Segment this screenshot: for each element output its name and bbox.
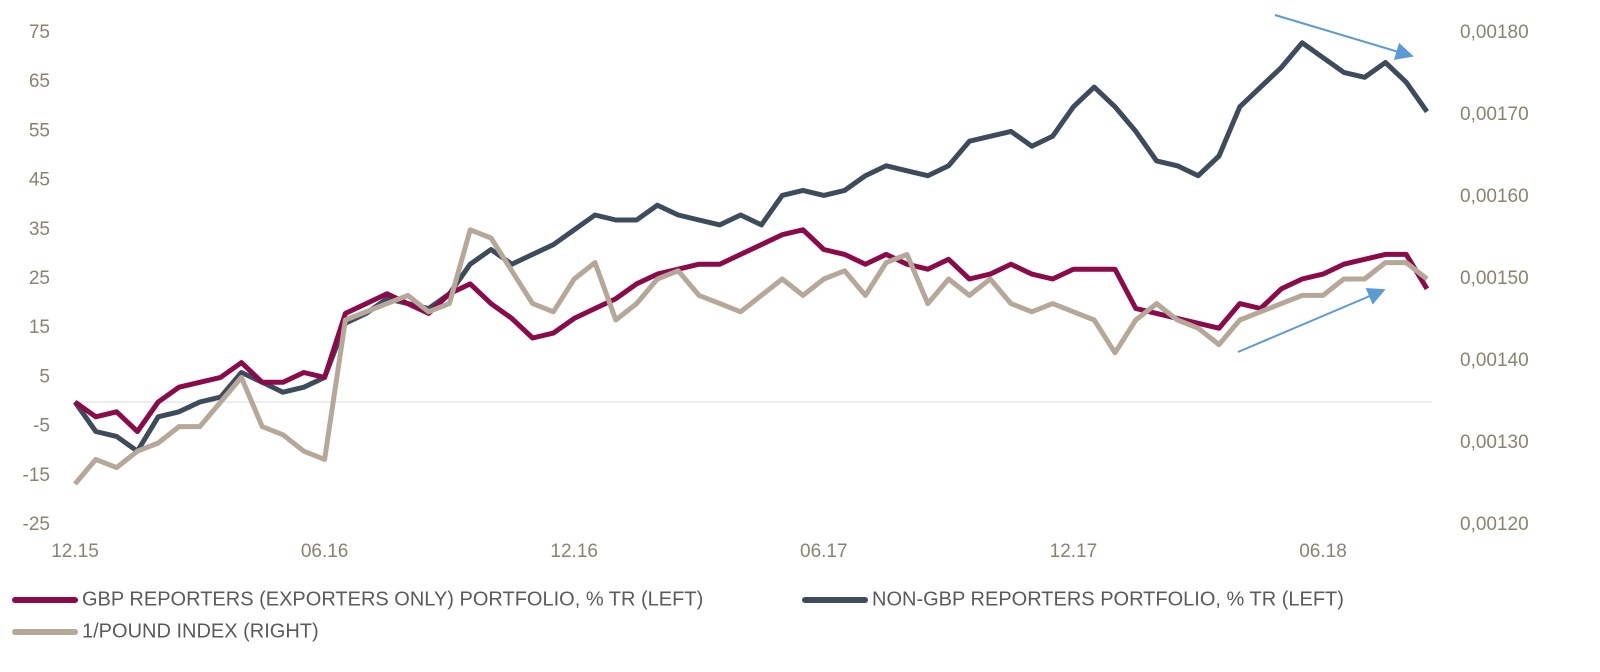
legend-label: GBP REPORTERS (EXPORTERS ONLY) PORTFOLIO… — [82, 588, 703, 610]
x-tick-label: 12.15 — [51, 541, 99, 562]
x-tick-label: 06.18 — [1299, 541, 1347, 562]
series-line — [73, 227, 1429, 486]
y2-tick-label: 0,00120 — [1460, 514, 1529, 535]
y-tick-label: 65 — [29, 71, 50, 92]
x-tick-label: 12.17 — [1050, 541, 1098, 562]
legend: GBP REPORTERS (EXPORTERS ONLY) PORTFOLIO… — [12, 588, 1344, 642]
legend-label: NON-GBP REPORTERS PORTFOLIO, % TR (LEFT) — [872, 588, 1344, 610]
y-tick-label: 15 — [29, 317, 50, 338]
legend-label: 1/POUND INDEX (RIGHT) — [82, 620, 319, 642]
y2-tick-label: 0,00170 — [1460, 104, 1529, 125]
y-tick-label: 35 — [29, 219, 50, 240]
series-line — [72, 40, 1430, 454]
y-tick-label: -5 — [33, 416, 50, 437]
x-tick-label: 06.16 — [301, 541, 349, 562]
y2-tick-label: 0,00140 — [1460, 350, 1529, 371]
x-tick-label: 12.16 — [550, 541, 598, 562]
y-tick-label: 25 — [29, 268, 50, 289]
y-tick-label: -25 — [23, 514, 50, 535]
plot-area: -25 -15 -5 5 15 25 35 45 55 65 75 0,00120 0,00130 0,0… — [23, 22, 1529, 562]
y2-tick-label: 0,00150 — [1460, 268, 1529, 289]
y-tick-label: 45 — [29, 170, 50, 191]
y2-tick-label: 0,00160 — [1460, 186, 1529, 207]
y-tick-label: 5 — [39, 366, 50, 387]
x-tick-label: 06.17 — [800, 541, 848, 562]
y-tick-label: -15 — [23, 465, 50, 486]
annotation-arrow — [1237, 288, 1386, 353]
series-line — [73, 227, 1430, 434]
y2-tick-label: 0,00130 — [1460, 432, 1529, 453]
y2-tick-label: 0,00180 — [1460, 22, 1529, 43]
annotation-arrow — [1274, 14, 1414, 60]
y-tick-label: 55 — [29, 120, 50, 141]
y-tick-label: 75 — [29, 22, 50, 43]
